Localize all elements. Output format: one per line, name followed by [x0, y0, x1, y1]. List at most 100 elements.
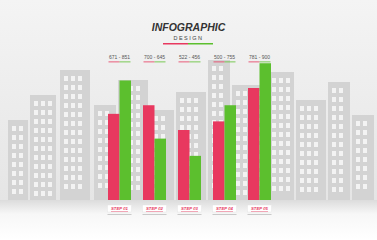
window: [98, 174, 102, 179]
window: [71, 103, 75, 108]
window: [64, 175, 68, 180]
window: [34, 191, 38, 196]
window: [136, 95, 140, 100]
window: [363, 148, 367, 153]
window: [300, 178, 304, 183]
window: [300, 151, 304, 156]
window: [236, 145, 240, 150]
window: [286, 123, 290, 128]
window: [219, 66, 223, 71]
skyline: [8, 60, 374, 200]
window: [41, 101, 45, 106]
category-label: STEP 03: [181, 206, 199, 211]
window: [279, 168, 283, 173]
window: [187, 107, 191, 112]
window: [71, 157, 75, 162]
window: [314, 133, 318, 138]
window: [19, 189, 23, 194]
window: [286, 114, 290, 119]
window: [314, 169, 318, 174]
window: [286, 141, 290, 146]
window: [12, 144, 16, 149]
window: [71, 76, 75, 81]
bar: [260, 63, 272, 200]
window: [48, 155, 52, 160]
window: [154, 116, 158, 121]
window: [332, 151, 336, 156]
window: [356, 184, 360, 189]
window: [300, 124, 304, 129]
window: [339, 151, 343, 156]
window: [356, 130, 360, 135]
title-underline: [188, 43, 213, 45]
window: [332, 106, 336, 111]
window: [78, 175, 82, 180]
window: [286, 177, 290, 182]
window: [48, 119, 52, 124]
bar: [225, 105, 237, 200]
window: [236, 181, 240, 186]
window: [34, 155, 38, 160]
window: [279, 87, 283, 92]
window: [19, 144, 23, 149]
window: [286, 159, 290, 164]
window: [363, 175, 367, 180]
window: [243, 172, 247, 177]
window: [136, 176, 140, 181]
window: [71, 184, 75, 189]
window: [236, 136, 240, 141]
window: [180, 98, 184, 103]
window: [307, 133, 311, 138]
window: [34, 101, 38, 106]
window: [154, 134, 158, 139]
window: [78, 157, 82, 162]
window: [272, 159, 276, 164]
window: [272, 114, 276, 119]
window: [64, 85, 68, 90]
window: [339, 133, 343, 138]
window: [187, 125, 191, 130]
window: [12, 126, 16, 131]
window: [307, 142, 311, 147]
window: [286, 105, 290, 110]
bars: [108, 63, 271, 200]
window: [243, 118, 247, 123]
title: INFOGRAPHIC: [152, 21, 226, 33]
window: [279, 159, 283, 164]
bar: [178, 130, 190, 200]
window: [212, 102, 216, 107]
step-line: [108, 214, 132, 216]
window: [98, 165, 102, 170]
window: [48, 128, 52, 133]
window: [332, 178, 336, 183]
window: [339, 115, 343, 120]
window: [307, 169, 311, 174]
bar: [143, 105, 155, 200]
bar: [155, 139, 167, 200]
window: [236, 109, 240, 114]
window: [98, 156, 102, 161]
window: [98, 138, 102, 143]
window: [243, 145, 247, 150]
window: [272, 141, 276, 146]
window: [78, 139, 82, 144]
range-label: 781 - 900: [249, 54, 270, 60]
window: [48, 137, 52, 142]
window: [64, 139, 68, 144]
window: [98, 111, 102, 116]
window: [286, 96, 290, 101]
window: [272, 150, 276, 155]
window: [19, 135, 23, 140]
range-underline: [214, 61, 225, 63]
window: [71, 121, 75, 126]
window: [78, 184, 82, 189]
building: [8, 120, 28, 200]
window: [243, 100, 247, 105]
window: [314, 124, 318, 129]
window: [71, 112, 75, 117]
window: [136, 167, 140, 172]
range-underline: [120, 61, 131, 63]
range-label: 522 - 456: [179, 54, 200, 60]
window: [243, 154, 247, 159]
range-underline: [155, 61, 166, 63]
